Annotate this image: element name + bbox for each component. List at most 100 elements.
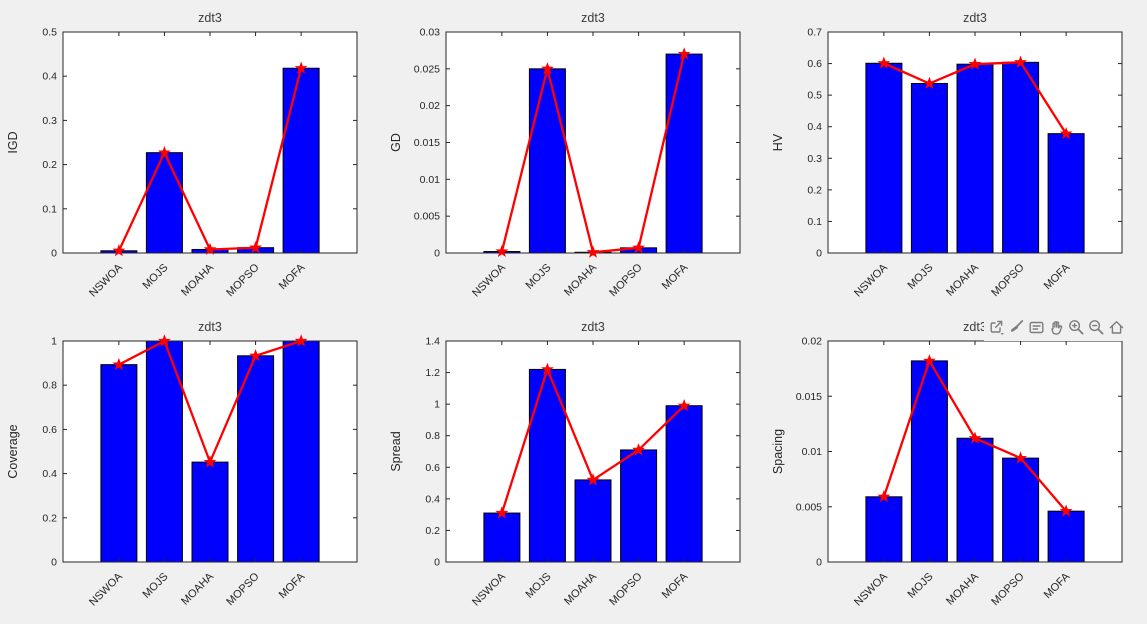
y-tick-label: 0.2 bbox=[42, 159, 57, 171]
x-category-label: MOJS bbox=[905, 571, 935, 601]
x-category-label: MOPSO bbox=[607, 570, 645, 608]
bar-mofa bbox=[665, 405, 703, 563]
marker-mojs bbox=[158, 145, 171, 159]
marker-mojs bbox=[923, 76, 936, 89]
x-category-label: MOFA bbox=[277, 570, 308, 601]
x-category-label: NSWOA bbox=[852, 261, 890, 299]
x-category-label: NSWOA bbox=[470, 261, 508, 299]
x-category-label: MOAHA bbox=[562, 570, 599, 607]
y-tick-label: 0 bbox=[816, 557, 822, 569]
y-tick-label: 0.01 bbox=[802, 446, 823, 458]
marker-nswoa bbox=[112, 357, 126, 371]
x-category-label: MOAHA bbox=[944, 261, 981, 298]
chart-title: zdt3 bbox=[963, 11, 987, 25]
bar-mojs bbox=[145, 152, 183, 254]
x-category-label: MOJS bbox=[140, 571, 170, 601]
bar-nswoa bbox=[865, 62, 903, 254]
x-category-label: NSWOA bbox=[87, 261, 125, 299]
marker-moaha bbox=[203, 242, 217, 255]
bar-mofa bbox=[665, 53, 703, 254]
pan-icon[interactable] bbox=[1047, 318, 1066, 337]
y-tick-label: 0.5 bbox=[807, 90, 822, 102]
y-tick-label: 0.2 bbox=[807, 184, 822, 196]
y-tick-label: 0.3 bbox=[807, 153, 822, 165]
marker-moaha bbox=[586, 473, 600, 486]
x-category-label: MOJS bbox=[140, 262, 170, 292]
y-tick-label: 0.1 bbox=[42, 203, 57, 215]
marker-nswoa bbox=[112, 244, 126, 257]
x-category-label: MOJS bbox=[523, 262, 553, 292]
chart-title: zdt3 bbox=[198, 11, 222, 25]
y-tick-label: 0.8 bbox=[425, 430, 440, 442]
marker-mopso bbox=[1014, 451, 1027, 464]
bar-mopso bbox=[620, 449, 658, 563]
bar-mopso bbox=[1002, 457, 1040, 563]
y-tick-label: 0 bbox=[816, 248, 822, 260]
y-tick-label: 0.5 bbox=[42, 27, 57, 39]
marker-moaha bbox=[203, 455, 217, 468]
marker-nswoa bbox=[495, 506, 509, 519]
x-category-label: MOPSO bbox=[989, 570, 1027, 608]
bar-moaha bbox=[956, 437, 994, 563]
y-tick-label: 0.2 bbox=[425, 525, 440, 537]
y-tick-label: 0.6 bbox=[425, 462, 440, 474]
x-category-label: MOPSO bbox=[224, 261, 262, 299]
x-category-label: MOPSO bbox=[607, 261, 645, 299]
bar-mopso bbox=[1002, 61, 1040, 254]
marker-mopso bbox=[632, 241, 645, 254]
y-tick-label: 0.005 bbox=[414, 211, 440, 223]
y-tick-label: 0.03 bbox=[420, 27, 441, 39]
y-tick-label: 0 bbox=[51, 248, 57, 260]
bar-nswoa bbox=[483, 512, 521, 563]
brush-icon[interactable] bbox=[1007, 318, 1026, 337]
marker-mofa bbox=[677, 47, 691, 60]
zoom-in-icon[interactable] bbox=[1067, 318, 1086, 337]
chart-title: zdt3 bbox=[963, 320, 987, 334]
bar-mojs bbox=[145, 340, 183, 563]
y-axis-label: Coverage bbox=[6, 424, 20, 478]
y-tick-label: 0.2 bbox=[42, 512, 57, 524]
marker-mofa bbox=[677, 398, 691, 412]
marker-mopso bbox=[249, 349, 262, 362]
bar-mojs bbox=[910, 360, 948, 563]
marker-nswoa bbox=[877, 490, 891, 503]
marker-mopso bbox=[632, 443, 645, 456]
y-tick-label: 0.4 bbox=[807, 121, 822, 133]
subplot-spread: 0 0.2 0.4 0.6 0.8 1 1.2 1.4 NSWOA MOJS MOAHA MOPSO M… bbox=[389, 320, 741, 609]
subplot-hv: 0 0.1 0.2 0.3 0.4 0.5 0.6 0.7 NSWOA MOJS MOAHA MOPS… bbox=[771, 11, 1123, 300]
bar-moaha bbox=[574, 479, 612, 563]
bar-mojs bbox=[910, 82, 948, 254]
x-category-label: MOFA bbox=[660, 570, 691, 601]
y-tick-label: 0.1 bbox=[807, 216, 822, 228]
y-axis-label: Spacing bbox=[771, 429, 785, 474]
bar-mofa bbox=[282, 340, 320, 563]
y-tick-label: 0.015 bbox=[414, 137, 440, 149]
datatips-icon[interactable] bbox=[1027, 318, 1046, 337]
export-icon[interactable] bbox=[987, 318, 1006, 337]
y-tick-label: 0 bbox=[434, 557, 440, 569]
y-tick-label: 0.4 bbox=[425, 493, 440, 505]
axes-toolbar bbox=[984, 314, 1129, 341]
y-axis-label: HV bbox=[771, 133, 785, 151]
bar-mofa bbox=[1047, 510, 1085, 563]
marker-mojs bbox=[541, 362, 554, 375]
home-icon[interactable] bbox=[1107, 318, 1126, 337]
marker-nswoa bbox=[877, 56, 891, 69]
marker-moaha bbox=[586, 245, 600, 258]
y-tick-label: 0.3 bbox=[42, 115, 57, 127]
y-axis-label: GD bbox=[389, 133, 403, 152]
y-tick-label: 0.6 bbox=[42, 424, 57, 436]
marker-moaha bbox=[968, 57, 982, 70]
y-tick-label: 1 bbox=[51, 336, 57, 348]
x-category-label: MOAHA bbox=[562, 261, 599, 298]
zoom-out-icon[interactable] bbox=[1087, 318, 1106, 337]
x-category-label: MOPSO bbox=[989, 261, 1027, 299]
y-tick-label: 0.02 bbox=[802, 336, 823, 348]
y-tick-label: 0.005 bbox=[796, 501, 822, 513]
x-category-label: NSWOA bbox=[87, 570, 125, 608]
marker-nswoa bbox=[495, 244, 509, 257]
y-axis-label: IGD bbox=[6, 131, 20, 153]
marker-mopso bbox=[1014, 55, 1027, 68]
y-tick-label: 0.02 bbox=[420, 100, 441, 112]
y-tick-label: 0.015 bbox=[796, 391, 822, 403]
